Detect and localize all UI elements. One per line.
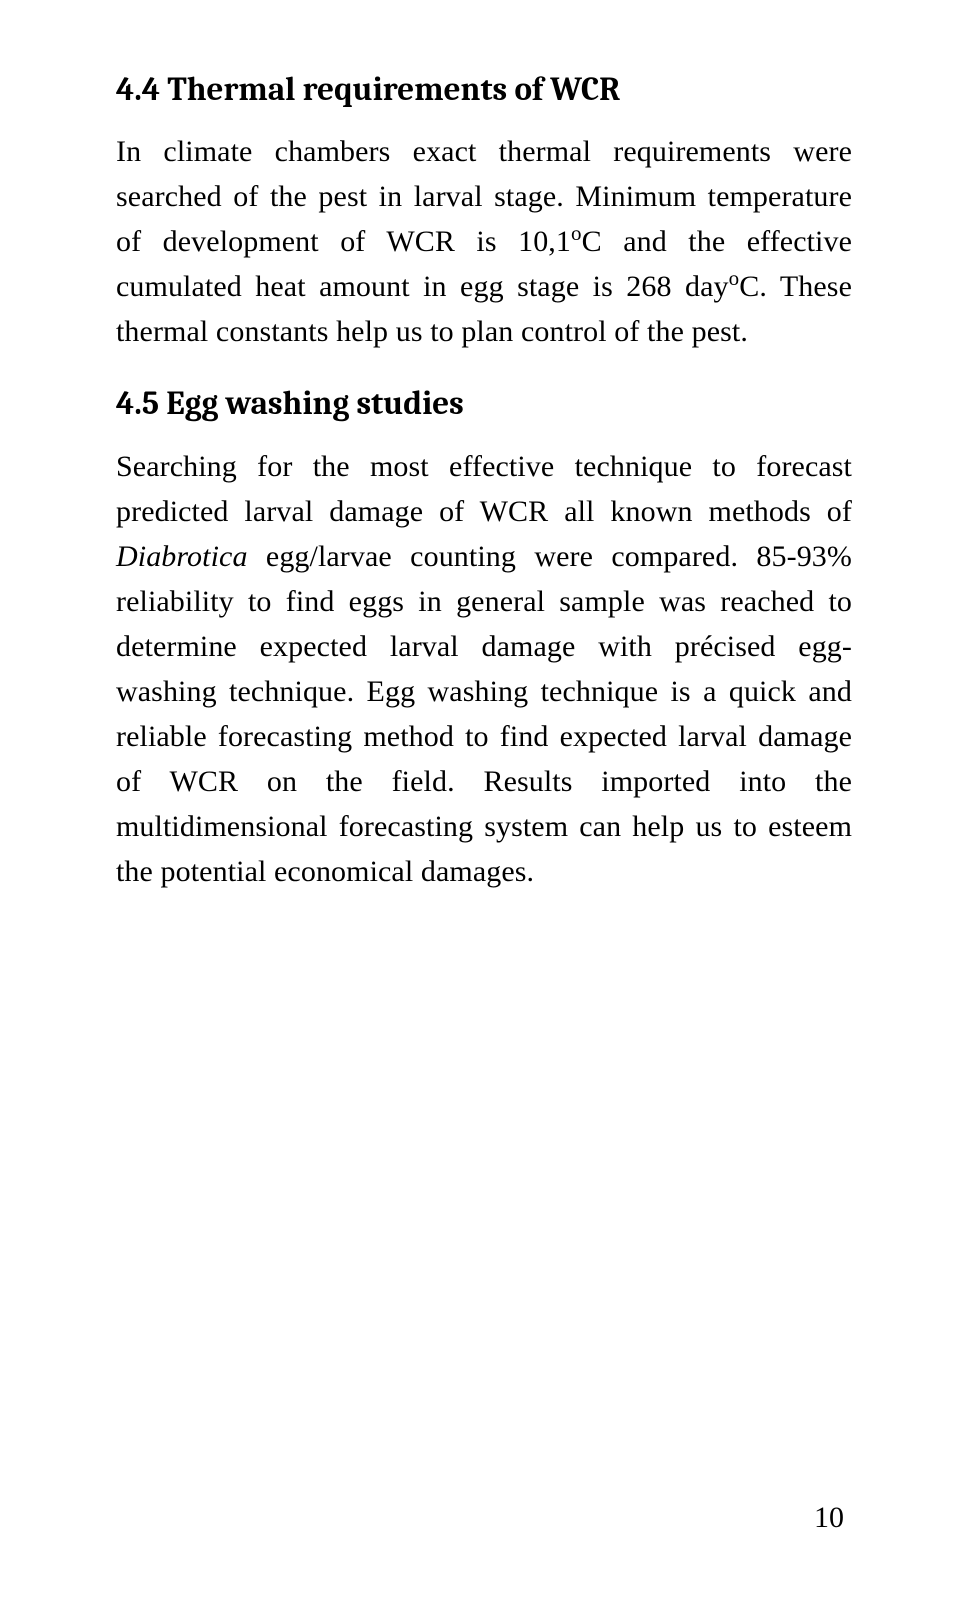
section-4-4-paragraph: In climate chambers exact thermal requir…	[116, 129, 852, 354]
section-4-5-paragraph: Searching for the most effective techniq…	[116, 444, 852, 894]
superscript-degree: o	[729, 266, 740, 290]
page-number: 10	[814, 1501, 844, 1535]
italic-term: Diabrotica	[116, 540, 248, 573]
document-page: 4.4 Thermal requirements of WCR In clima…	[0, 0, 960, 1611]
superscript-degree: o	[571, 221, 582, 245]
section-heading-4-5: 4.5 Egg washing studies	[116, 384, 852, 425]
text-run: Searching for the most effective techniq…	[116, 450, 852, 528]
text-run: egg/larvae counting were compared. 85-93…	[116, 540, 852, 888]
section-heading-4-4: 4.4 Thermal requirements of WCR	[116, 70, 852, 111]
